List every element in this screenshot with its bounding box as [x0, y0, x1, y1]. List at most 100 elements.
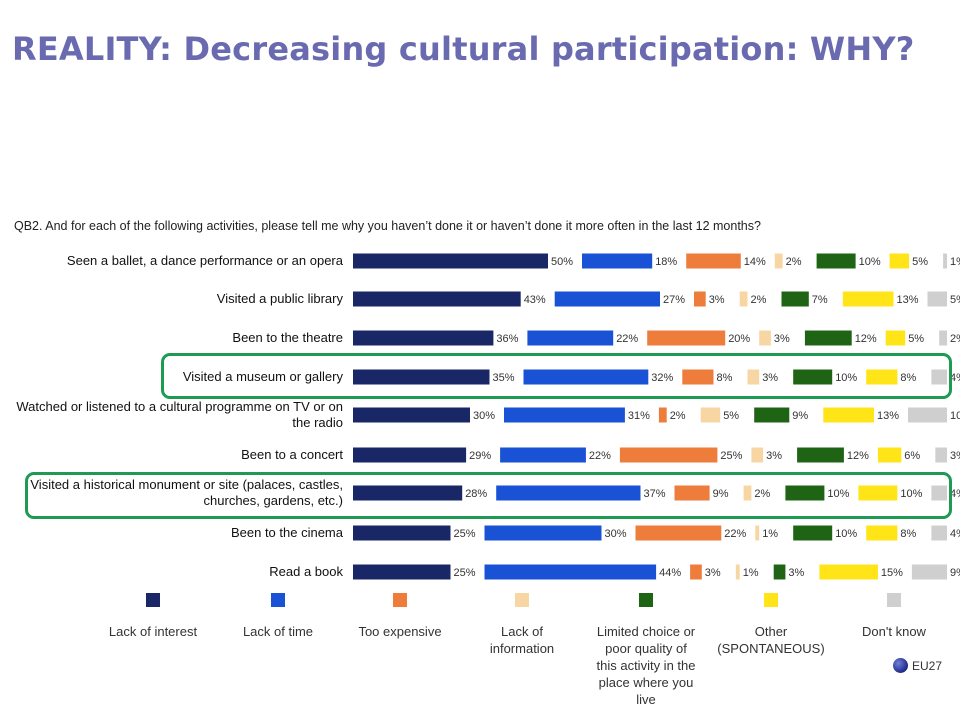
bar-segment [943, 253, 947, 269]
legend-label: Lack of information [489, 624, 555, 656]
bar-segment [885, 330, 906, 346]
legend-label: Too expensive [358, 624, 442, 639]
bar-segment [816, 253, 856, 269]
data-label: 5% [908, 333, 924, 345]
data-label: 35% [493, 372, 515, 384]
data-label: 25% [720, 450, 742, 462]
bar-segment [773, 564, 786, 580]
legend-swatch [271, 593, 285, 607]
bar-segment [931, 525, 947, 541]
bar-segment [353, 407, 470, 423]
bar-segment [484, 525, 602, 541]
data-label: 13% [877, 410, 899, 422]
category-label: Been to the cinema [230, 525, 343, 540]
bar-segment [754, 407, 790, 423]
bar-segment [939, 330, 947, 346]
eu27-badge: EU27 [893, 658, 942, 673]
legend-label: Lack of interest [108, 624, 198, 639]
bar-segment [743, 485, 752, 501]
slide-title: REALITY: Decreasing cultural participati… [12, 30, 915, 68]
bar-segment [911, 564, 947, 580]
data-label: 25% [454, 567, 476, 579]
bar-segment [690, 564, 702, 580]
legend-swatch [887, 593, 901, 607]
data-label: 31% [628, 410, 650, 422]
data-label: 2% [950, 333, 960, 345]
bar-segment [694, 291, 706, 307]
bar-segment [889, 253, 910, 269]
data-label: 8% [900, 528, 916, 540]
data-label: 30% [473, 410, 495, 422]
bar-segment [858, 485, 898, 501]
highlight-museum-gallery [161, 353, 952, 399]
data-label: 2% [751, 294, 767, 306]
data-label: 3% [709, 294, 725, 306]
data-label: 5% [950, 294, 960, 306]
data-label: 29% [469, 450, 491, 462]
data-label: 6% [904, 450, 920, 462]
bar-segment [823, 407, 874, 423]
category-label: Visited a historical monument or site (p… [30, 477, 343, 508]
bar-segment [353, 447, 467, 463]
bar-segment [751, 447, 764, 463]
bar-segment [819, 564, 878, 580]
data-label: 3% [762, 372, 778, 384]
legend-label: Lack of time [242, 624, 314, 639]
data-label: 5% [723, 410, 739, 422]
eu27-label: EU27 [912, 658, 943, 673]
data-label: 30% [605, 528, 627, 540]
data-label: 37% [644, 488, 666, 500]
data-label: 36% [496, 333, 518, 345]
bar-segment [353, 253, 548, 269]
legend-swatch [146, 593, 160, 607]
category-label: Seen a ballet, a dance performance or an… [66, 253, 343, 268]
bar-segment [496, 485, 641, 501]
bar-segment [353, 291, 521, 307]
bar-segment [793, 525, 833, 541]
bar-segment [804, 330, 852, 346]
data-label: 43% [524, 294, 546, 306]
bar-segment [797, 447, 844, 463]
legend-label: Other (SPONTANEOUS) [717, 624, 825, 656]
bar-segment [877, 447, 902, 463]
data-label: 3% [950, 450, 960, 462]
bar-segment [774, 253, 783, 269]
category-label: Read a book [269, 564, 343, 579]
legend-label: Limited choice or poor quality of this a… [596, 624, 696, 707]
data-label: 9% [713, 488, 729, 500]
bar-segment [619, 447, 718, 463]
data-label: 3% [705, 567, 721, 579]
data-label: 3% [788, 567, 804, 579]
bar-segment [527, 330, 614, 346]
bar-segment [353, 330, 494, 346]
data-label: 10% [859, 256, 881, 268]
bar-segment [759, 330, 771, 346]
bar-segment [785, 485, 825, 501]
bar-segment [523, 369, 649, 385]
bar-segment [353, 525, 451, 541]
data-label: 10% [900, 488, 922, 500]
data-label: 9% [950, 567, 960, 579]
data-label: 32% [651, 372, 673, 384]
bar-segment [700, 407, 721, 423]
bar-segment [647, 330, 726, 346]
data-label: 4% [950, 528, 960, 540]
data-label: 13% [897, 294, 919, 306]
bar-segment [747, 369, 760, 385]
bar-segment [554, 291, 660, 307]
bar-segment [908, 407, 947, 423]
bar-segment [866, 369, 898, 385]
data-label: 8% [717, 372, 733, 384]
data-label: 10% [835, 372, 857, 384]
category-label: Watched or listened to a cultural progra… [16, 399, 343, 430]
data-label: 10% [827, 488, 849, 500]
data-label: 22% [589, 450, 611, 462]
highlight-historical-monument [25, 472, 952, 519]
data-label: 10% [950, 410, 960, 422]
data-label: 3% [774, 333, 790, 345]
data-label: 1% [762, 528, 778, 540]
bar-segment [353, 485, 463, 501]
data-label: 3% [766, 450, 782, 462]
legend-swatch [764, 593, 778, 607]
